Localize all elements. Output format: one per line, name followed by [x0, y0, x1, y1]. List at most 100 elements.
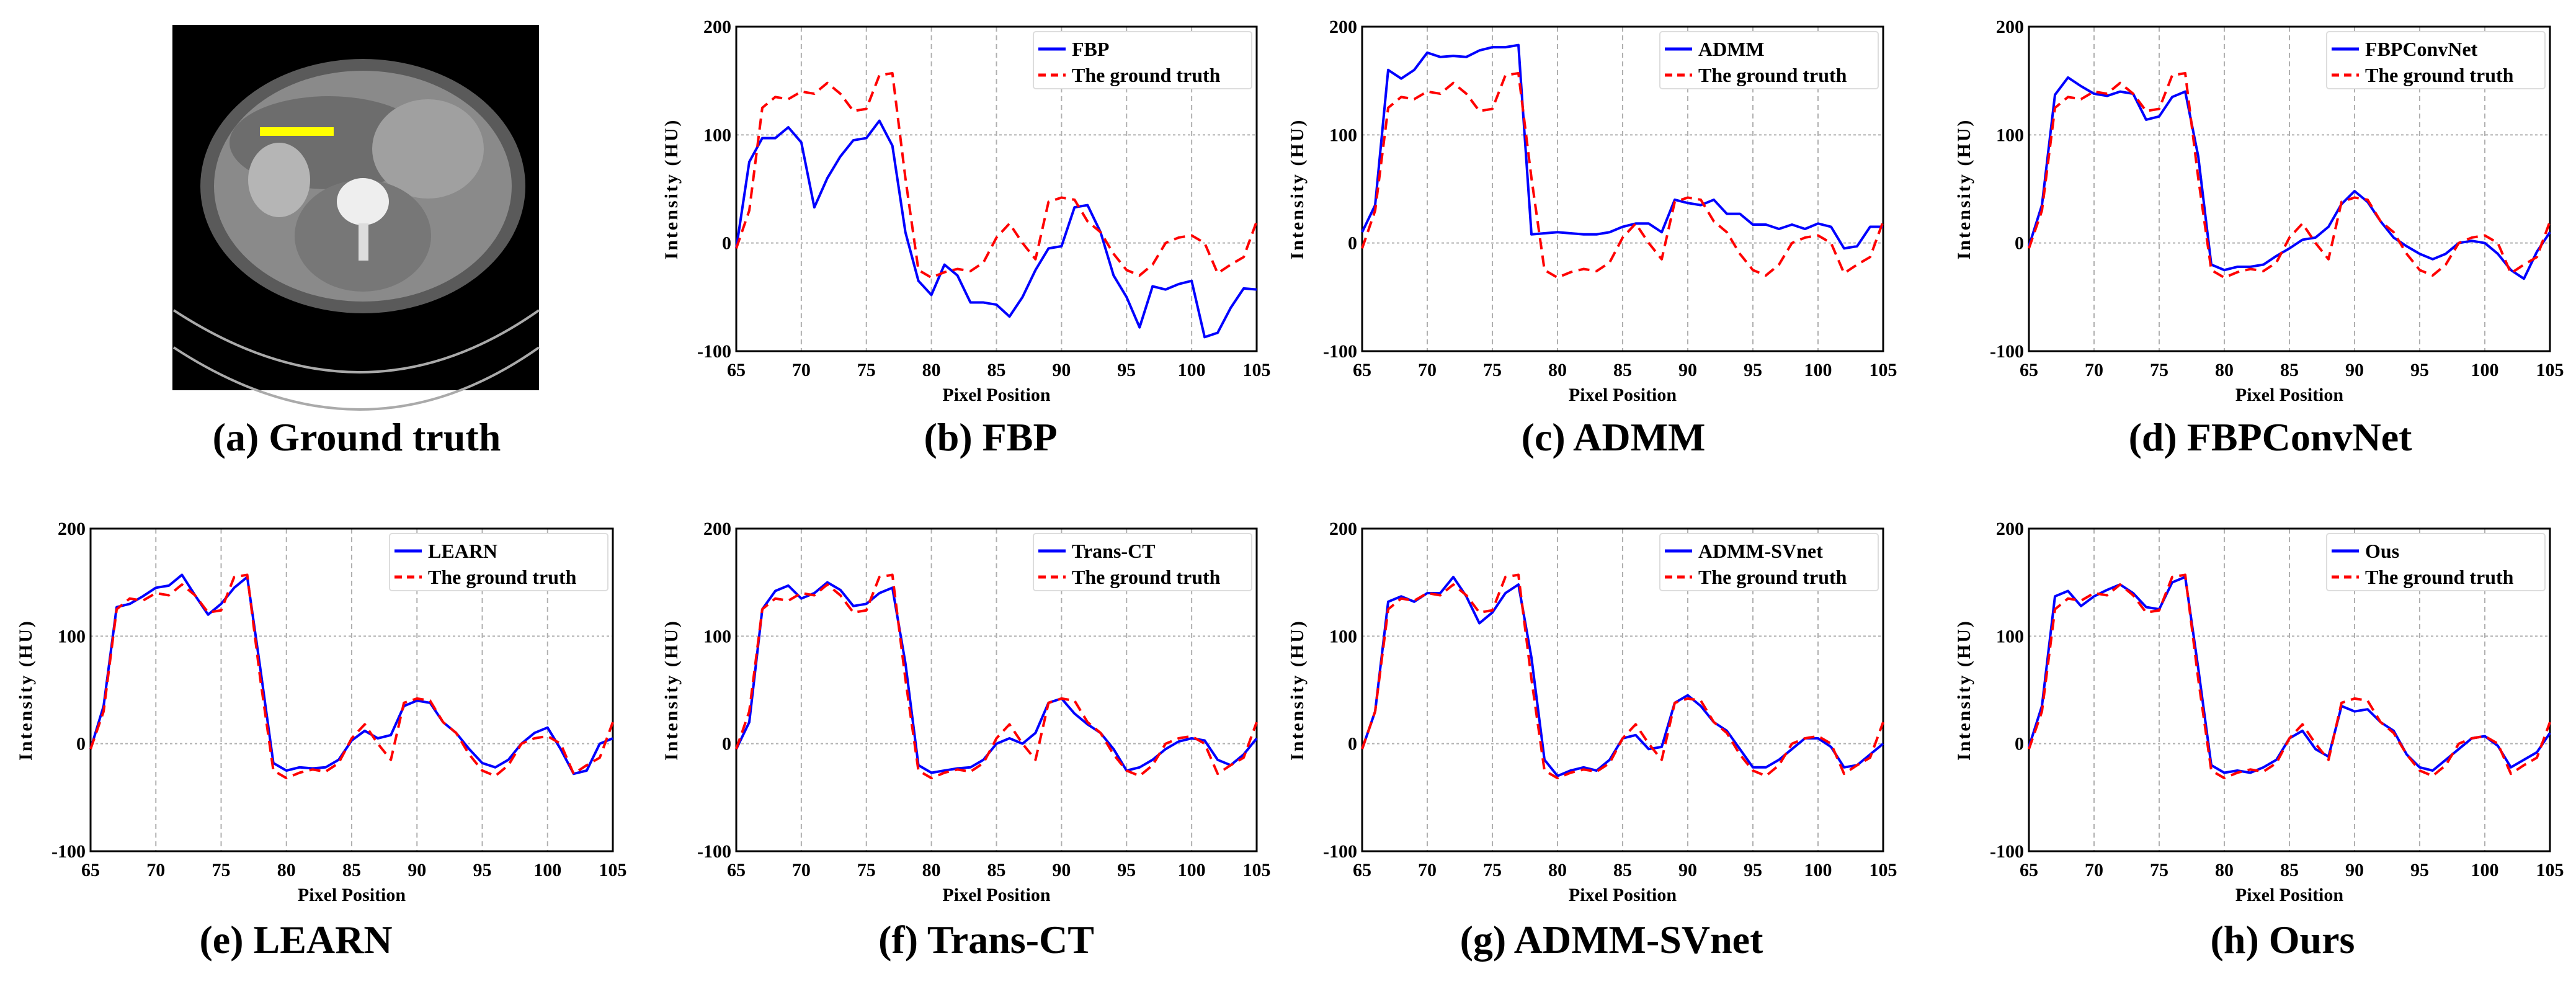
x-tick-label: 75: [1483, 360, 1502, 380]
ground-truth-series-line: [1361, 71, 1884, 279]
legend: LEARN The ground truth: [389, 533, 608, 591]
x-tick-label: 85: [2280, 860, 2299, 880]
legend: FBP The ground truth: [1033, 31, 1252, 89]
legend-label: ADMM: [1698, 38, 1765, 60]
y-tick-label: 200: [1329, 519, 1357, 539]
legend-label: The ground truth: [428, 566, 577, 588]
plot-frame: [1361, 527, 1884, 852]
x-axis-label: Pixel Position: [1569, 885, 1677, 905]
y-tick-label: 0: [1348, 233, 1357, 254]
y-tick-label: 200: [703, 519, 731, 539]
legend: ADMM-SVnet The ground truth: [1659, 533, 1879, 591]
y-tick-label: 200: [1329, 17, 1357, 37]
x-tick-label: 75: [857, 860, 876, 880]
x-tick-label: 65: [81, 860, 100, 880]
x-tick-label: 95: [2410, 360, 2429, 380]
x-tick-label: 75: [1483, 860, 1502, 880]
chart-f: 65 70 75 80 85 90 95 100 105 -100 0 100 200 Pixel Pos…: [661, 519, 1271, 905]
legend-label: ADMM-SVnet: [1698, 540, 1823, 562]
x-tick-label: 95: [1744, 360, 1762, 380]
legend-label: The ground truth: [1072, 566, 1221, 588]
x-tick-label: 90: [2345, 860, 2364, 880]
ct-vertebra: [337, 178, 389, 225]
x-tick-label: 95: [473, 860, 492, 880]
chart-e: 65 70 75 80 85 90 95 100 105 -100 0 100 200 Pixel Pos…: [16, 519, 627, 905]
y-tick-label: -100: [697, 841, 731, 862]
x-axis-label: Pixel Position: [2235, 385, 2343, 405]
x-axis-label: Pixel Position: [942, 385, 1050, 405]
x-tick-label: 70: [792, 360, 811, 380]
method-series-line: [735, 119, 1257, 339]
legend-label: Ous: [2365, 540, 2399, 562]
legend-label: The ground truth: [1072, 64, 1221, 86]
legend-label: The ground truth: [1698, 64, 1847, 86]
legend-label: FBPConvNet: [2365, 38, 2478, 60]
x-tick-label: 105: [2536, 860, 2564, 880]
x-tick-label: 80: [2215, 860, 2234, 880]
x-tick-label: 95: [1117, 860, 1136, 880]
x-tick-label: 70: [2085, 860, 2103, 880]
y-tick-label: 200: [1996, 17, 2024, 37]
x-tick-label: 100: [1178, 360, 1206, 380]
x-tick-label: 100: [2471, 360, 2499, 380]
chart-g: 65 70 75 80 85 90 95 100 105 -100 0 100 200 Pixel Pos…: [1287, 519, 1897, 905]
x-tick-label: 90: [1052, 860, 1071, 880]
x-tick-label: 85: [987, 860, 1006, 880]
x-tick-label: 105: [1243, 360, 1271, 380]
x-tick-label: 90: [1678, 860, 1697, 880]
y-tick-label: 0: [2015, 734, 2024, 754]
y-tick-label: 0: [76, 734, 86, 754]
y-tick-label: 0: [2015, 233, 2024, 254]
x-tick-label: 80: [1548, 860, 1567, 880]
plot-frame: [2028, 527, 2551, 852]
x-tick-label: 100: [1804, 360, 1832, 380]
ct-table-line: [172, 346, 540, 411]
y-tick-label: 0: [1348, 734, 1357, 754]
legend: Trans-CT The ground truth: [1033, 533, 1252, 591]
caption-b: (b) FBP: [924, 415, 1058, 459]
x-tick-label: 75: [2150, 860, 2168, 880]
y-tick-label: 200: [703, 17, 731, 37]
x-tick-label: 70: [2085, 360, 2103, 380]
x-tick-label: 65: [727, 360, 746, 380]
x-tick-label: 65: [2020, 360, 2038, 380]
y-tick-label: -100: [1990, 841, 2024, 862]
ground-truth-series-line: [735, 71, 1258, 279]
legend-label: The ground truth: [2365, 64, 2514, 86]
legend-label: The ground truth: [1698, 566, 1847, 588]
x-tick-label: 105: [2536, 360, 2564, 380]
x-tick-label: 80: [1548, 360, 1567, 380]
x-tick-label: 85: [342, 860, 361, 880]
legend-label: FBP: [1072, 38, 1109, 60]
y-tick-label: 200: [1996, 519, 2024, 539]
y-axis-label: Intensity (HU): [661, 119, 682, 260]
x-tick-label: 80: [2215, 360, 2234, 380]
chart-d: 65 70 75 80 85 90 95 100 105 -100 0 100 200 Pixel Pos…: [1954, 17, 2564, 405]
x-tick-label: 80: [922, 360, 941, 380]
x-tick-label: 90: [1678, 360, 1697, 380]
legend-box: [1033, 533, 1252, 591]
ct-spinous-process: [359, 223, 368, 261]
x-tick-label: 85: [2280, 360, 2299, 380]
x-tick-label: 105: [1870, 360, 1897, 380]
x-tick-label: 85: [987, 360, 1006, 380]
caption-d: (d) FBPConvNet: [2128, 415, 2412, 459]
y-tick-label: 100: [1996, 125, 2024, 145]
ct-table-line: [172, 309, 540, 373]
x-tick-label: 80: [277, 860, 296, 880]
y-axis-label: Intensity (HU): [1954, 619, 1974, 761]
y-tick-label: 100: [703, 125, 731, 145]
ground-truth-series-line: [2028, 573, 2551, 780]
legend: FBPConvNet The ground truth: [2326, 31, 2546, 89]
ground-truth-series-line: [735, 573, 1258, 780]
caption-g: (g) ADMM-SVnet: [1460, 918, 1763, 962]
y-axis-label: Intensity (HU): [1954, 119, 1974, 260]
x-tick-label: 105: [599, 860, 627, 880]
plot-frame: [1361, 25, 1884, 352]
plot-frame: [735, 527, 1258, 852]
x-tick-label: 100: [1178, 860, 1206, 880]
y-tick-label: 0: [722, 233, 731, 254]
x-tick-label: 100: [533, 860, 561, 880]
x-tick-label: 70: [792, 860, 811, 880]
